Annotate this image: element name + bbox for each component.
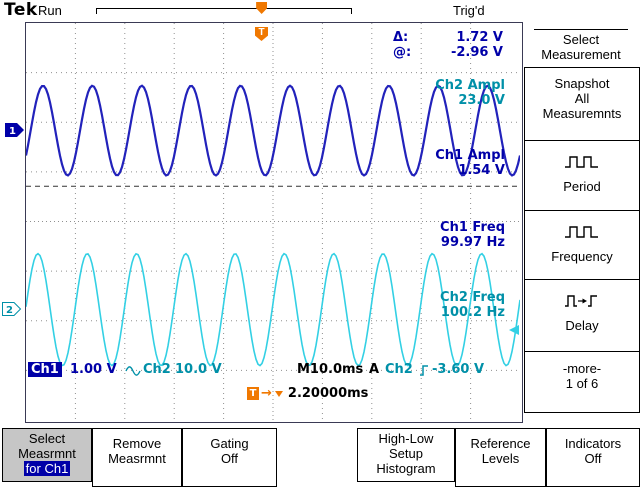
frequency-waveform-icon	[565, 226, 598, 238]
rising-slope-icon	[420, 365, 428, 376]
menu-label: Measrmnt	[108, 451, 166, 466]
menu-label: Setup	[389, 446, 423, 461]
delay-time-value: 2.20000ms	[287, 386, 369, 401]
trigger-status: Trig'd	[453, 3, 485, 18]
bottom-menu-remove-measrmnt[interactable]: Remove Measrmnt	[92, 428, 182, 487]
ch2-marker-shape	[2, 301, 22, 316]
menu-label: Measuremnts	[542, 106, 622, 121]
measurement-label: Ch1 Ampl	[435, 148, 505, 163]
at-label: @:	[393, 45, 412, 60]
bottom-menu-gating[interactable]: Gating Off	[182, 428, 277, 487]
menu-label: Levels	[481, 451, 520, 466]
measurement-value: 1.54 V	[458, 163, 505, 178]
side-menu-title: Select Measurement	[524, 32, 638, 62]
side-menu-title-line1: Select	[562, 32, 600, 47]
measurement-label: Ch2 Ampl	[435, 78, 505, 93]
measurement-ch1-freq: Ch1 Freq 99.97 Hz	[385, 220, 505, 250]
measurement-ch2-freq: Ch2 Freq 100.2 Hz	[385, 290, 505, 320]
sine-coupling-icon	[125, 366, 141, 376]
side-menu-button-more[interactable]: -more- 1 of 6	[524, 351, 640, 413]
trigger-mode: A	[369, 362, 380, 377]
menu-label: Off	[220, 451, 239, 466]
ch2-label: Ch2	[143, 362, 171, 377]
at-value: -2.96 V	[450, 45, 503, 60]
menu-label: Frequency	[551, 249, 613, 264]
tek-logo: Tek	[4, 0, 38, 20]
measurement-value: 100.2 Hz	[440, 305, 505, 320]
right-arrow-icon: →	[261, 386, 272, 401]
bottom-menu-high-low-setup[interactable]: High-Low Setup Histogram	[357, 428, 455, 482]
bottom-menu-reference-levels[interactable]: Reference Levels	[455, 428, 546, 487]
measurement-value: 23.0 V	[458, 93, 505, 108]
menu-label: Snapshot	[554, 76, 610, 91]
trigger-point-flag: T	[255, 27, 268, 41]
menu-label: Select	[28, 431, 66, 446]
measurement-label: Ch1 Freq	[440, 220, 505, 235]
waveform-traces	[26, 23, 520, 420]
menu-label: Delay	[565, 318, 599, 333]
delta-value: 1.72 V	[456, 30, 503, 45]
menu-label: Measrmnt	[18, 446, 76, 461]
ch1-marker-label: 1	[9, 126, 16, 137]
menu-label: Off	[584, 451, 602, 466]
measurement-value: 99.97 Hz	[440, 235, 505, 250]
status-bar: Ch1 1.00 V Ch2 10.0 V M10.0ms A Ch2 -3.6…	[25, 362, 521, 379]
ch1-marker-shape	[5, 122, 24, 137]
menu-label: -more-	[562, 361, 602, 376]
record-view-tick-right	[351, 8, 352, 14]
menu-label: Gating	[210, 436, 249, 451]
bottom-menu-indicators[interactable]: Indicators Off	[546, 428, 640, 487]
side-menu-title-line2: Measurement	[541, 47, 621, 62]
menu-label: Indicators	[564, 436, 622, 451]
ch2-scale: 10.0 V	[175, 362, 222, 377]
menu-label: Reference	[470, 436, 531, 451]
ch1-badge: Ch1	[28, 362, 62, 377]
menu-label: High-Low	[378, 431, 434, 446]
menu-label: Period	[563, 179, 601, 194]
menu-label: 1 of 6	[565, 376, 599, 391]
ch2-marker-label: 2	[6, 305, 13, 316]
trigger-source: Ch2	[385, 362, 413, 377]
trigger-level-readout: -3.60 V	[432, 362, 485, 377]
bottom-menu-select-measrmnt[interactable]: Select Measrmnt for Ch1	[2, 428, 92, 482]
ch1-scale: 1.00 V	[70, 362, 117, 377]
record-view-tick-left	[96, 8, 97, 14]
timebase-readout: M10.0ms	[297, 362, 364, 377]
side-menu-button-delay[interactable]: Delay	[524, 279, 640, 357]
ch1-ground-marker: 1	[5, 122, 24, 137]
graticule	[25, 22, 523, 423]
ch2-ground-marker: 2	[2, 301, 22, 316]
side-menu-button-snapshot[interactable]: Snapshot All Measuremnts	[524, 67, 640, 142]
side-menu-divider	[534, 29, 628, 30]
measurement-label: Ch2 Freq	[440, 290, 505, 305]
trigger-level-arrow-shape	[509, 324, 519, 335]
side-menu-button-period[interactable]: Period	[524, 140, 640, 217]
measurement-ch2-ampl: Ch2 Ampl 23.0 V	[385, 78, 505, 108]
measurement-source-badge: for Ch1	[23, 461, 71, 476]
delta-label: Δ:	[393, 30, 409, 45]
side-menu-button-frequency[interactable]: Frequency	[524, 210, 640, 287]
delay-waveform-icon	[565, 295, 597, 307]
record-view-bar	[96, 8, 352, 9]
trigger-t-icon: T	[247, 387, 259, 400]
period-waveform-icon	[565, 156, 598, 168]
cursor-readout: Δ: 1.72 V @: -2.96 V	[393, 30, 503, 60]
trigger-level-arrow-icon	[509, 324, 519, 335]
menu-label: Histogram	[376, 461, 436, 476]
down-triangle-icon	[274, 390, 283, 397]
acquisition-status: Run	[38, 3, 62, 18]
menu-label: Remove	[112, 436, 162, 451]
menu-label: All	[574, 91, 590, 106]
measurement-ch1-ampl: Ch1 Ampl 1.54 V	[385, 148, 505, 178]
trigger-position-icon	[256, 2, 268, 14]
delay-time-readout: T → 2.20000ms	[247, 386, 368, 401]
